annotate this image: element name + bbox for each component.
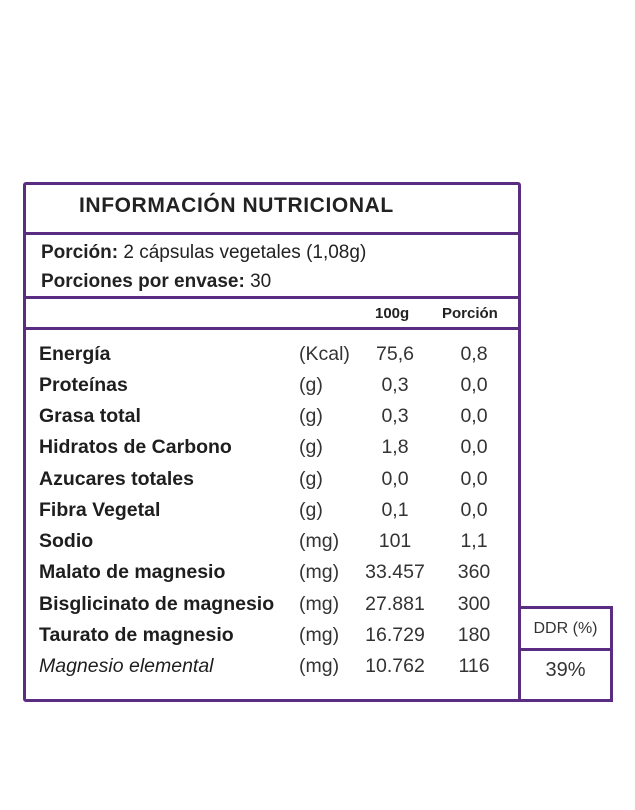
divider-serving (23, 296, 521, 299)
table-row: Malato de magnesio (mg) 33.457 360 (0, 561, 520, 592)
value-portion: 1,1 (460, 530, 488, 552)
divider-title (23, 232, 521, 235)
column-header-portion: Porción (442, 305, 498, 322)
table-row: Hidratos de Carbono (g) 1,8 0,0 (0, 436, 520, 467)
nutrient-name: Taurato de magnesio (39, 624, 234, 646)
nutrient-unit: (Kcal) (299, 343, 350, 365)
nutrient-name: Proteínas (39, 374, 128, 396)
nutrient-unit: (mg) (299, 530, 340, 552)
divider-header (23, 327, 521, 330)
nutrient-unit: (mg) (299, 655, 340, 677)
table-row: Taurato de magnesio (mg) 16.729 180 (0, 624, 520, 655)
value-100g: 33.457 (365, 561, 425, 583)
value-portion: 116 (458, 655, 490, 677)
table-row: Sodio (mg) 101 1,1 (0, 530, 520, 561)
nutrient-name: Magnesio elemental (39, 655, 214, 677)
serving-size: Porción: 2 cápsulas vegetales (1,08g) (41, 242, 366, 264)
nutrient-name: Grasa total (39, 405, 141, 427)
nutrient-name: Bisglicinato de magnesio (39, 593, 275, 615)
value-100g: 0,3 (381, 374, 409, 396)
value-portion: 180 (457, 624, 491, 646)
nutrient-name: Hidratos de Carbono (39, 436, 232, 458)
table-row: Magnesio elemental (mg) 10.762 116 (0, 655, 520, 686)
table-title: INFORMACIÓN NUTRICIONAL (79, 194, 394, 217)
nutrient-unit: (mg) (299, 624, 340, 646)
nutrient-unit: (g) (299, 436, 323, 458)
value-100g: 101 (378, 530, 412, 552)
value-100g: 16.729 (365, 624, 425, 646)
value-portion: 0,0 (460, 405, 488, 427)
nutrition-table (23, 182, 521, 702)
nutrient-name: Azucares totales (39, 468, 194, 490)
table-row: Proteínas (g) 0,3 0,0 (0, 374, 520, 405)
table-row: Azucares totales (g) 0,0 0,0 (0, 468, 520, 499)
value-portion: 0,0 (460, 374, 488, 396)
column-header-100g: 100g (375, 305, 410, 322)
value-portion: 300 (457, 593, 491, 615)
table-row: Energía (Kcal) 75,6 0,8 (0, 343, 520, 374)
value-100g: 75,6 (376, 343, 414, 365)
value-portion: 0,8 (460, 343, 488, 365)
nutrient-unit: (g) (299, 468, 323, 490)
value-portion: 0,0 (460, 436, 488, 458)
table-row: Grasa total (g) 0,3 0,0 (0, 405, 520, 436)
nutrient-name: Malato de magnesio (39, 561, 226, 583)
nutrient-unit: (g) (299, 405, 323, 427)
value-100g: 0,0 (381, 468, 409, 490)
nutrient-unit: (g) (299, 499, 323, 521)
value-100g: 0,3 (381, 405, 409, 427)
ddr-value: 39% (545, 659, 586, 681)
servings-per-container-label: Porciones por envase: (41, 271, 245, 292)
value-100g: 1,8 (381, 436, 409, 458)
ddr-label: DDR (%) (533, 620, 598, 637)
nutrient-unit: (g) (299, 374, 323, 396)
nutrient-name: Energía (39, 343, 111, 365)
ddr-value-box (518, 648, 613, 702)
nutrient-unit: (mg) (299, 561, 340, 583)
nutrient-name: Fibra Vegetal (39, 499, 161, 521)
serving-size-label: Porción: (41, 242, 119, 263)
value-100g: 0,1 (381, 499, 409, 521)
value-portion: 0,0 (460, 499, 488, 521)
nutrient-unit: (mg) (299, 593, 340, 615)
nutrient-name: Sodio (39, 530, 94, 552)
value-portion: 360 (457, 561, 491, 583)
serving-size-value: 2 cápsulas vegetales (1,08g) (123, 242, 367, 263)
table-row: Bisglicinato de magnesio (mg) 27.881 300 (0, 593, 520, 624)
servings-per-container: Porciones por envase: 30 (41, 271, 271, 293)
value-100g: 27.881 (365, 593, 425, 615)
value-100g: 10.762 (365, 655, 425, 677)
servings-per-container-value: 30 (250, 271, 272, 292)
value-portion: 0,0 (460, 468, 488, 490)
table-row: Fibra Vegetal (g) 0,1 0,0 (0, 499, 520, 530)
